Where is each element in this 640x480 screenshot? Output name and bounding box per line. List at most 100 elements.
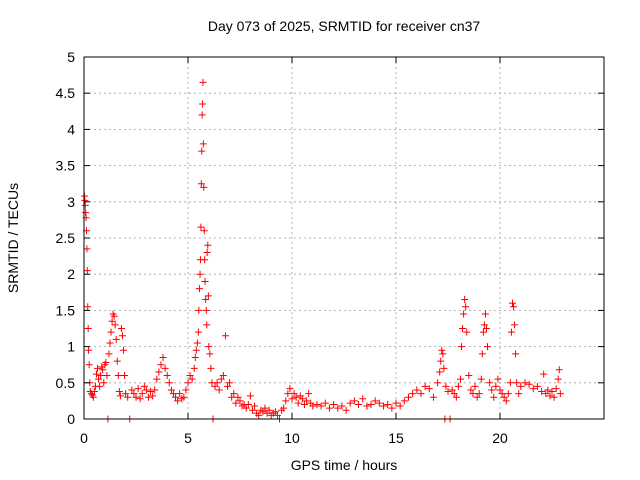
data-point [488, 386, 496, 394]
data-point [251, 402, 259, 410]
data-point [409, 390, 417, 398]
data-point [421, 382, 429, 390]
data-point [136, 395, 144, 403]
data-point [375, 399, 383, 407]
data-point [458, 343, 466, 351]
data-point [486, 379, 494, 387]
data-point [392, 399, 400, 407]
data-point [96, 382, 104, 390]
data-point [219, 372, 227, 380]
data-point [197, 223, 205, 231]
data-point [512, 350, 520, 358]
data-point [159, 353, 167, 361]
x-tick-label: 5 [184, 430, 192, 446]
data-point [192, 346, 200, 354]
data-point [282, 397, 290, 405]
data-point [298, 395, 306, 403]
data-point [226, 379, 234, 387]
data-point [533, 382, 541, 390]
data-point [122, 390, 130, 398]
data-point [103, 372, 111, 380]
data-point [147, 387, 155, 395]
data-point [480, 321, 488, 329]
data-point [496, 386, 504, 394]
data-point [242, 404, 250, 412]
data-point [261, 404, 269, 412]
data-point [199, 140, 207, 148]
data-point [117, 325, 125, 332]
data-point [205, 343, 213, 351]
data-point [417, 390, 425, 398]
data-point [478, 350, 486, 358]
data-point [321, 399, 329, 407]
data-point [142, 386, 150, 394]
data-point [120, 346, 128, 354]
data-point [105, 350, 113, 358]
data-point [217, 375, 225, 383]
data-point [95, 375, 103, 383]
data-point [202, 296, 210, 304]
y-tick-label: 0.5 [56, 375, 76, 391]
data-point [346, 399, 354, 407]
data-point [113, 357, 121, 365]
data-point [456, 375, 464, 383]
data-point [172, 393, 180, 401]
y-tick-label: 2.5 [56, 230, 76, 246]
data-point [303, 397, 311, 405]
data-point [510, 303, 518, 311]
data-point [206, 350, 214, 358]
data-point [425, 385, 433, 393]
data-point [292, 393, 300, 401]
data-point [460, 310, 468, 318]
data-point [248, 406, 256, 414]
data-point [83, 267, 91, 275]
data-point [149, 392, 157, 400]
data-point [475, 390, 483, 398]
data-point [203, 321, 211, 329]
data-point [521, 379, 529, 387]
data-point [384, 401, 392, 409]
data-point [167, 386, 175, 394]
data-point [114, 372, 122, 380]
y-axis-label: SRMTID / TECUs [5, 183, 21, 293]
data-point [479, 328, 487, 336]
data-point [436, 368, 444, 376]
y-tick-label: 3 [67, 194, 75, 210]
data-point [454, 382, 462, 390]
data-point [111, 321, 119, 329]
data-point [200, 227, 208, 235]
data-point [434, 379, 442, 387]
data-point [99, 366, 107, 374]
data-points [80, 78, 564, 423]
data-point [161, 364, 169, 372]
data-point [529, 385, 537, 393]
x-tick-label: 10 [284, 430, 300, 446]
data-point [504, 390, 512, 398]
data-point [481, 310, 489, 318]
data-point [90, 387, 98, 395]
data-point [224, 382, 232, 390]
data-point [448, 386, 456, 394]
data-point [204, 292, 212, 300]
data-point [204, 241, 212, 249]
data-point [174, 397, 182, 405]
data-point [338, 402, 346, 410]
data-point [325, 404, 333, 412]
data-point [517, 382, 525, 390]
chart-title: Day 073 of 2025, SRMTID for receiver cn3… [208, 18, 481, 34]
data-point [190, 364, 198, 372]
data-point [552, 385, 560, 393]
data-point [413, 386, 421, 394]
data-point [388, 404, 396, 412]
data-point [165, 379, 173, 387]
y-tick-label: 1.5 [56, 302, 76, 318]
data-point [85, 361, 93, 369]
data-point [313, 401, 321, 409]
data-point [207, 364, 215, 372]
data-point [116, 392, 124, 400]
data-point [284, 390, 292, 398]
data-point [490, 393, 498, 401]
data-point [355, 401, 363, 409]
data-point [201, 277, 209, 285]
